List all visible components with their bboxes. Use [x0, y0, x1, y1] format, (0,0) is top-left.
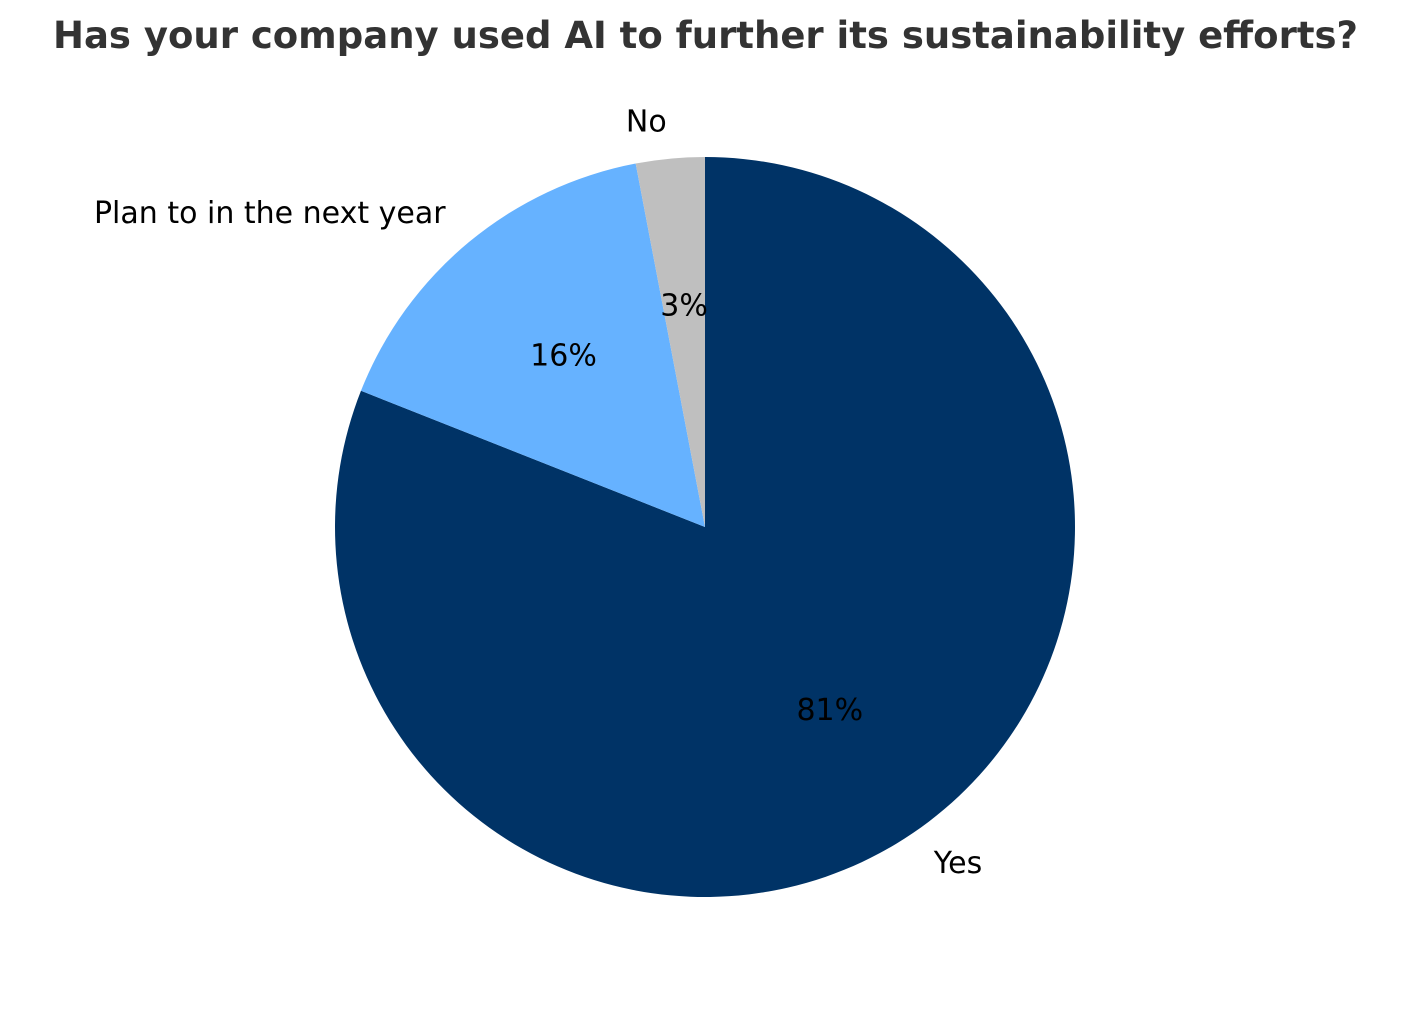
pct-label-plan-to-in-the-next-year: 16% — [530, 338, 597, 373]
pct-label-no: 3% — [660, 288, 708, 323]
pct-label-yes: 81% — [796, 693, 863, 728]
pie-labels: 81% Yes 16% Plan to in the next year 3% No — [94, 104, 982, 881]
pie-slice-no — [635, 157, 705, 527]
slice-label-no: No — [626, 104, 667, 139]
slice-label-yes: Yes — [933, 846, 982, 881]
slice-label-plan-to-in-the-next-year: Plan to in the next year — [94, 196, 446, 231]
pie-slice-plan-to-in-the-next-year — [360, 163, 705, 527]
pie-slices — [334, 157, 1075, 897]
chart-title: Has your company used AI to further its … — [52, 14, 1358, 57]
